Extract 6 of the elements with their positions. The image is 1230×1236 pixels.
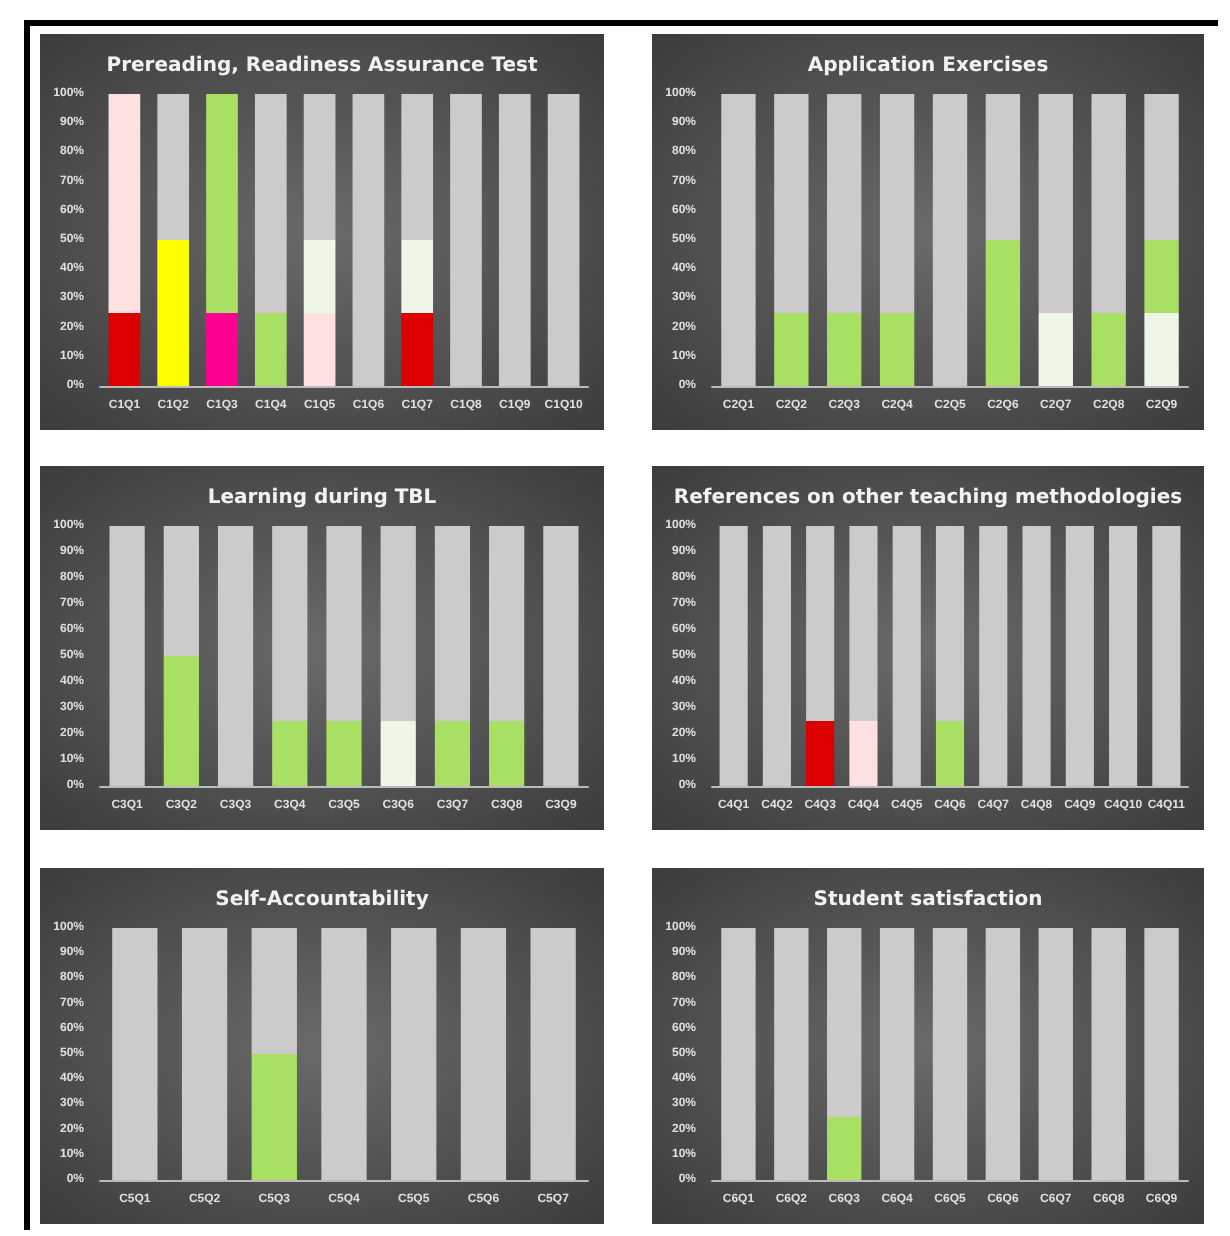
chart-title: References on other teaching methodologies xyxy=(673,487,1183,509)
chart-title: Application Exercises xyxy=(807,55,1049,77)
chart-title: Self-Accountability xyxy=(215,889,430,911)
chart-title: Learning during TBL xyxy=(207,487,438,509)
chart-title: Student satisfaction xyxy=(813,889,1043,911)
chart-title: Prereading, Readiness Assurance Test xyxy=(106,55,538,77)
